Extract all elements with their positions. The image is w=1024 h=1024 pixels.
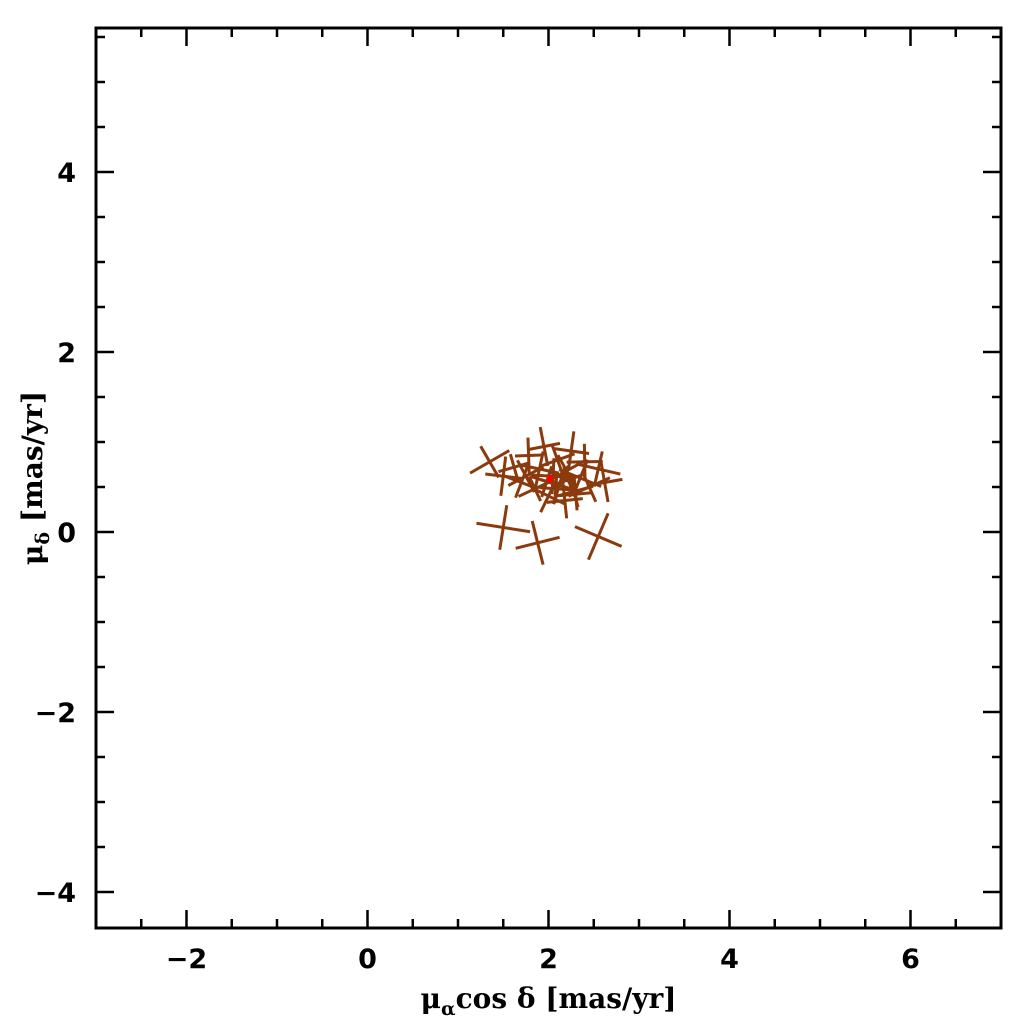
error-bar-y	[498, 505, 509, 550]
x-tick-label: 4	[720, 944, 739, 975]
x-axis-label-rest: cos δ [mas/yr]	[456, 982, 677, 1015]
error-bar-y	[592, 451, 604, 487]
data-point	[586, 462, 623, 503]
data-point	[575, 451, 621, 487]
data-point	[485, 456, 522, 497]
error-bar-y	[516, 459, 536, 493]
y-axis-label-rest: [mas/yr]	[16, 391, 49, 532]
data-point	[530, 465, 563, 498]
error-bar-y	[599, 462, 610, 503]
y-tick-label: 4	[57, 158, 76, 189]
x-axis-label-subscript: α	[441, 998, 456, 1020]
data-point	[559, 477, 593, 511]
data-point	[469, 445, 511, 479]
y-axis-label: μδ [mas/yr]	[16, 391, 54, 565]
x-tick-labels: −2 0 2 4 6	[166, 944, 920, 975]
error-bar-y	[499, 456, 508, 497]
data-points	[469, 426, 623, 565]
x-tick-label: −2	[166, 944, 207, 975]
data-point	[476, 505, 531, 550]
y-tick-label: −2	[35, 698, 76, 729]
y-tick-label: 0	[57, 518, 76, 549]
error-bar-y	[508, 453, 520, 481]
error-bar-y	[566, 431, 576, 471]
data-point	[574, 512, 623, 561]
error-bar-y	[562, 465, 575, 494]
error-bar-y	[530, 520, 545, 565]
y-axis-label-subscript: δ	[32, 532, 54, 545]
error-bar-y	[538, 426, 550, 467]
y-tick-label: −4	[35, 878, 76, 909]
mean-marker	[546, 475, 554, 483]
y-axis-label-mu: μ	[16, 545, 49, 566]
data-point	[507, 459, 545, 493]
x-tick-label: 6	[901, 944, 920, 975]
error-bar-y	[581, 471, 598, 503]
data-point	[554, 465, 583, 494]
data-point	[527, 426, 561, 467]
x-axis-label-mu: μ	[420, 982, 441, 1015]
x-tick-label: 0	[358, 944, 377, 975]
x-axis-label: μαcos δ [mas/yr]	[420, 982, 676, 1020]
x-tick-label: 2	[539, 944, 558, 975]
y-tick-label: 2	[57, 338, 76, 369]
error-bar-y	[587, 512, 610, 561]
y-tick-labels: −4 −2 0 2 4	[35, 158, 76, 909]
data-point	[515, 520, 560, 565]
data-point	[498, 453, 531, 481]
error-bar-y	[540, 465, 554, 498]
plot-frame	[94, 26, 1003, 930]
error-bar-y	[572, 477, 579, 511]
mean-point	[546, 475, 554, 483]
error-bar-y	[553, 474, 559, 504]
error-bar-y	[479, 445, 500, 479]
